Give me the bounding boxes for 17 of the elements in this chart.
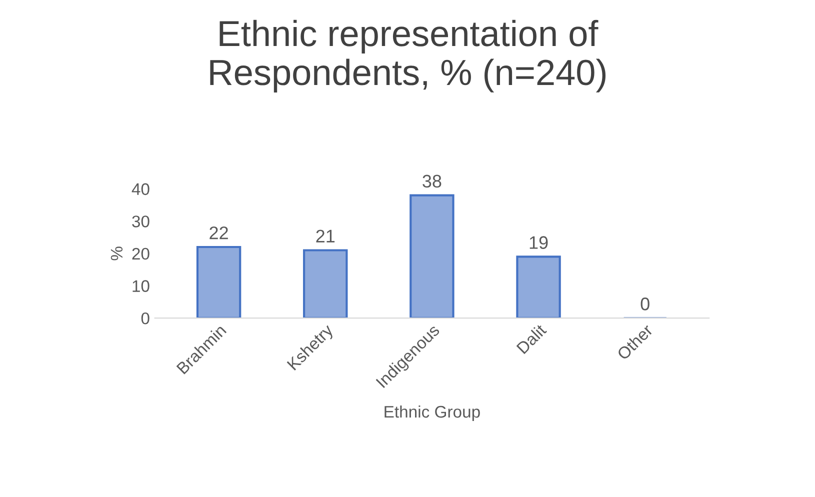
y-axis-title: % xyxy=(110,246,123,260)
bar xyxy=(516,256,561,318)
y-tick-label: 10 xyxy=(132,280,150,292)
y-tick-label: 20 xyxy=(132,248,150,260)
bar xyxy=(410,194,454,318)
y-tick-label: 40 xyxy=(132,183,150,196)
x-axis-title: Ethnic Group xyxy=(384,405,480,422)
y-tick-label: 0 xyxy=(141,312,150,324)
chart-title: Ethnic representation of Respondents, % (n=240) xyxy=(210,20,606,92)
bar xyxy=(196,246,242,318)
data-label: 21 xyxy=(316,230,335,242)
y-tick-label: 30 xyxy=(132,216,150,228)
bar xyxy=(303,249,348,318)
data-label: 19 xyxy=(530,236,548,249)
data-label: 0 xyxy=(640,298,650,310)
data-label: 22 xyxy=(210,226,228,240)
data-label: 38 xyxy=(422,174,442,188)
